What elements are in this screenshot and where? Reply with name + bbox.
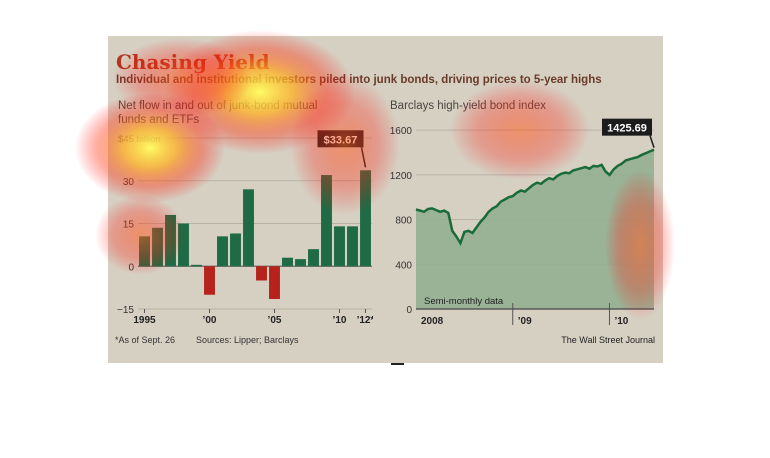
y-tick-label: 400 [395, 260, 412, 271]
footnote: *As of Sept. 26 [115, 335, 176, 345]
x-tick-label: 2008 [421, 316, 444, 327]
y-tick-label: 1600 [390, 126, 413, 137]
bar [243, 189, 254, 267]
bar [230, 233, 241, 267]
bar [334, 226, 345, 267]
y-tick-label: −15 [117, 305, 134, 316]
callout-box [602, 118, 652, 136]
x-tick-label: ’09 [518, 316, 532, 327]
x-tick-label: ’10 [333, 315, 347, 326]
bar [347, 226, 358, 267]
bar [204, 266, 215, 295]
callout-leader [649, 135, 655, 148]
bar [308, 249, 319, 267]
bar [295, 259, 306, 267]
y-tick-label: 0 [406, 305, 412, 316]
publisher-credit: The Wall Street Journal [561, 335, 655, 345]
bond-index-area-chart: 0400800120016002008’09’10’11’12Semi-mont… [390, 118, 655, 327]
bar [191, 264, 202, 267]
chart-panel: Chasing Yield Individual and institution… [108, 36, 663, 363]
bar [282, 257, 293, 267]
sources-note: Sources: Lipper; Barclays [196, 335, 299, 345]
x-tick-label: ’00 [203, 315, 217, 326]
y-tick-label: 800 [395, 216, 412, 227]
x-tick-label: ’10 [614, 316, 628, 327]
x-tick-label: ’12* [357, 315, 373, 326]
bar [256, 266, 267, 281]
series-line [415, 148, 655, 246]
bar [321, 175, 332, 267]
bar [217, 236, 228, 267]
area-fill [416, 149, 654, 309]
bar [269, 266, 280, 300]
y-tick-label: 1200 [390, 171, 413, 182]
bar [360, 170, 371, 267]
x-tick-label: ’05 [268, 315, 282, 326]
scroll-marker [391, 363, 404, 365]
series-annotation: Semi-monthly data [424, 296, 504, 307]
callout-value: 1425.69 [607, 123, 647, 135]
x-tick-label: 1995 [133, 315, 156, 326]
